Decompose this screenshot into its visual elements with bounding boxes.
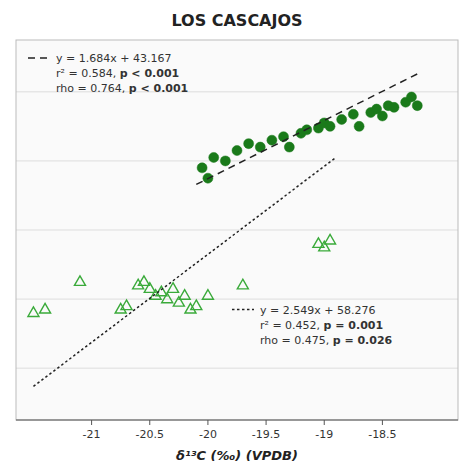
chart: -21 -20.5 -20 -19.5 -19 -18.5 y = 1.684x + 43.… [0, 0, 474, 474]
circle-point [284, 142, 294, 152]
circle-point [197, 163, 207, 173]
circle-point [377, 111, 387, 121]
circle-point [348, 109, 358, 119]
triangle-point [74, 276, 85, 286]
annotation-part: r² = 0.452, [260, 319, 324, 332]
annotation-part: p < 0.001 [129, 82, 189, 95]
triangle-point [237, 279, 248, 289]
x-tick [382, 420, 383, 425]
x-tick-label: -18.5 [368, 428, 396, 441]
triangle-point [179, 290, 190, 300]
circle-point [412, 101, 422, 111]
circle-point [389, 102, 399, 112]
annotation-line-sample [232, 309, 254, 311]
annotation-part: p = 0.001 [324, 319, 384, 332]
triangle-point [173, 297, 184, 307]
grid-line [16, 368, 458, 369]
triangle-point [191, 300, 202, 310]
annotation-part: p = 0.026 [333, 334, 393, 347]
triangle-point [144, 283, 155, 293]
triangle-point [156, 286, 167, 296]
annotation-part: rho = 0.764, [56, 82, 129, 95]
triangle-point [133, 279, 144, 289]
x-tick-label: -19.5 [252, 428, 280, 441]
plot-background [16, 40, 458, 420]
triangle-point [40, 303, 51, 313]
circle-point [244, 139, 254, 149]
x-tick [324, 420, 325, 425]
circle-point [232, 146, 242, 156]
annotation: r² = 0.584, p < 0.001 [56, 67, 179, 80]
circle-point [354, 121, 364, 131]
title: LOS CASCAJOS [171, 11, 302, 30]
annotation: rho = 0.475, p = 0.026 [260, 334, 393, 347]
triangle-point [138, 276, 149, 286]
x-axis-label: δ¹³C (‰) (VPDB) [176, 448, 298, 463]
annotation-part: r² = 0.584, [56, 67, 120, 80]
triangle-point [150, 290, 161, 300]
circle-point [406, 92, 416, 102]
marks [28, 74, 422, 386]
regression-line [33, 157, 335, 386]
point-series [197, 92, 422, 183]
plot-frame [16, 40, 458, 420]
triangle-point [202, 290, 213, 300]
annotation: rho = 0.764, p < 0.001 [56, 82, 188, 95]
annotation-line-sample [28, 57, 50, 59]
grid-line [16, 160, 458, 161]
annotation: y = 2.549x + 58.276 [260, 304, 375, 317]
triangle-point [115, 303, 126, 313]
x-tick-label: -21 [83, 428, 101, 441]
annotation: r² = 0.452, p = 0.001 [260, 319, 383, 332]
triangle-point [28, 307, 39, 317]
annotation-part: rho = 0.475, [260, 334, 333, 347]
circle-point [337, 114, 347, 124]
triangle-point [319, 241, 330, 251]
x-tick-label: -20 [199, 428, 217, 441]
x-tick-label: -20.5 [136, 428, 164, 441]
grid-line [16, 299, 458, 300]
regression-line [196, 74, 417, 185]
annotation: y = 1.684x + 43.167 [56, 52, 171, 65]
triangle-point [185, 303, 196, 313]
circle-point [267, 135, 277, 145]
circle-point [325, 121, 335, 131]
annotation-part: p < 0.001 [120, 67, 180, 80]
x-tick [149, 420, 150, 425]
circle-point [209, 152, 219, 162]
x-tick [266, 420, 267, 425]
x-tick [91, 420, 92, 425]
x-tick-label: -19 [315, 428, 333, 441]
triangle-point [325, 234, 336, 244]
grid-line [16, 230, 458, 231]
triangle-point [168, 283, 179, 293]
circle-point [220, 156, 230, 166]
triangle-point [162, 293, 173, 303]
x-tick [207, 420, 208, 425]
triangle-point [121, 300, 132, 310]
x-axis-line [16, 420, 458, 421]
